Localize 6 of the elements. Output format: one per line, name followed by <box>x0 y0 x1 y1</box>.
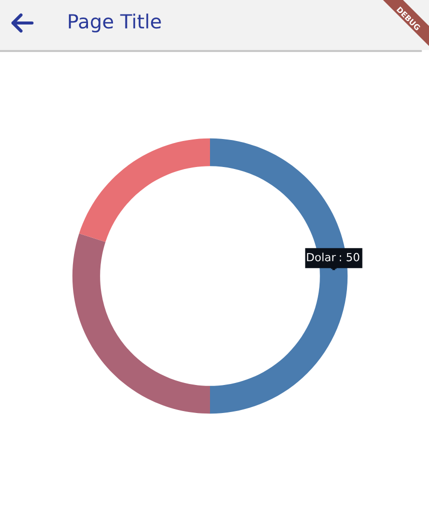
donut-slice <box>210 138 348 414</box>
chart-title: Page Title <box>68 14 161 32</box>
donut-slice <box>72 233 210 414</box>
slice-label: Dolar <box>307 252 336 262</box>
data-label: : 50 <box>340 252 360 262</box>
donut-slice <box>79 138 210 242</box>
